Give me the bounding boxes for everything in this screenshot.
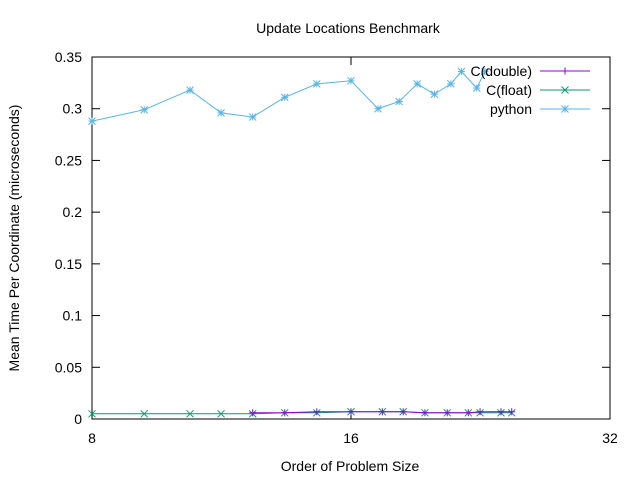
- data-point: [443, 409, 451, 417]
- data-point: [430, 90, 439, 99]
- data-point: [347, 408, 355, 416]
- x-tick-label: 16: [343, 430, 359, 446]
- series-layer: [88, 67, 516, 418]
- data-point: [399, 408, 407, 416]
- legend-item: C(float): [486, 82, 590, 98]
- axes: 0 0.05 0.1 0.15 0.2 0.25 0.3 0.35 8 16 32: [55, 49, 618, 446]
- marker-stroke: [280, 93, 289, 102]
- data-point: [88, 117, 96, 125]
- marker-stroke: [140, 409, 149, 418]
- legend-item: C(double): [471, 63, 590, 79]
- data-point: [508, 408, 516, 416]
- data-point: [421, 409, 429, 417]
- x-axis-label: Order of Problem Size: [281, 458, 420, 474]
- y-tick-label: 0.05: [55, 359, 82, 375]
- marker-stroke: [347, 76, 355, 85]
- data-point: [413, 80, 422, 88]
- data-point: [186, 86, 194, 94]
- data-point: [374, 104, 382, 113]
- marker-stroke: [186, 86, 194, 94]
- plot-border: [91, 56, 611, 420]
- data-point: [217, 108, 225, 117]
- data-point: [347, 76, 355, 85]
- legend-marker: [561, 86, 569, 94]
- chart-title: Update Locations Benchmark: [256, 20, 441, 36]
- marker-stroke: [561, 86, 569, 94]
- legend-label: python: [490, 101, 532, 117]
- y-tick-label: 0.15: [55, 256, 82, 272]
- marker-stroke: [312, 80, 321, 88]
- data-point: [249, 409, 257, 417]
- plot-area: [91, 56, 611, 420]
- data-point: [395, 97, 403, 106]
- legend-item: python: [490, 101, 590, 117]
- legend-label: C(float): [486, 82, 532, 98]
- legend-label: C(double): [471, 63, 532, 79]
- y-tick-label: 0.2: [63, 204, 83, 220]
- data-point: [186, 409, 194, 418]
- legend: C(double) C(float) python: [471, 63, 590, 117]
- data-point: [481, 67, 489, 76]
- data-point: [248, 113, 257, 121]
- data-point: [280, 93, 289, 102]
- marker-stroke: [374, 104, 382, 113]
- x-tick-label: 32: [602, 430, 618, 446]
- data-point: [457, 67, 466, 76]
- data-point: [476, 408, 484, 416]
- data-point: [446, 80, 455, 88]
- data-point: [472, 84, 481, 92]
- marker-stroke: [88, 409, 96, 418]
- marker-stroke: [457, 67, 466, 76]
- data-point: [88, 409, 96, 418]
- y-tick-label: 0.25: [55, 152, 82, 168]
- legend-marker: [561, 67, 569, 75]
- marker-stroke: [446, 80, 455, 88]
- data-point: [217, 409, 225, 418]
- marker-stroke: [561, 105, 569, 113]
- series-python: [88, 67, 489, 125]
- marker-stroke: [430, 90, 439, 99]
- marker-stroke: [481, 67, 489, 76]
- x-tick-label: 8: [88, 430, 96, 446]
- data-point: [281, 409, 289, 417]
- data-point: [140, 105, 149, 114]
- marker-stroke: [186, 409, 194, 418]
- series-c-double-: [249, 408, 516, 417]
- y-tick-label: 0.3: [63, 101, 83, 117]
- data-point: [313, 408, 321, 416]
- data-point: [378, 408, 386, 416]
- marker-stroke: [248, 113, 257, 121]
- marker-stroke: [413, 80, 422, 88]
- legend-marker: [561, 105, 569, 113]
- data-point: [140, 409, 149, 418]
- data-point: [312, 80, 321, 88]
- marker-stroke: [395, 97, 403, 106]
- marker-stroke: [217, 409, 225, 418]
- y-tick-label: 0.35: [55, 49, 82, 65]
- y-axis-label: Mean Time Per Coordinate (microseconds): [6, 105, 22, 372]
- marker-stroke: [472, 84, 481, 92]
- data-point: [464, 409, 472, 417]
- series-line: [91, 70, 486, 122]
- marker-stroke: [140, 105, 149, 114]
- y-tick-label: 0: [74, 411, 82, 427]
- data-point: [497, 408, 505, 416]
- marker-stroke: [88, 117, 96, 125]
- y-tick-label: 0.1: [63, 308, 83, 324]
- marker-stroke: [217, 108, 225, 117]
